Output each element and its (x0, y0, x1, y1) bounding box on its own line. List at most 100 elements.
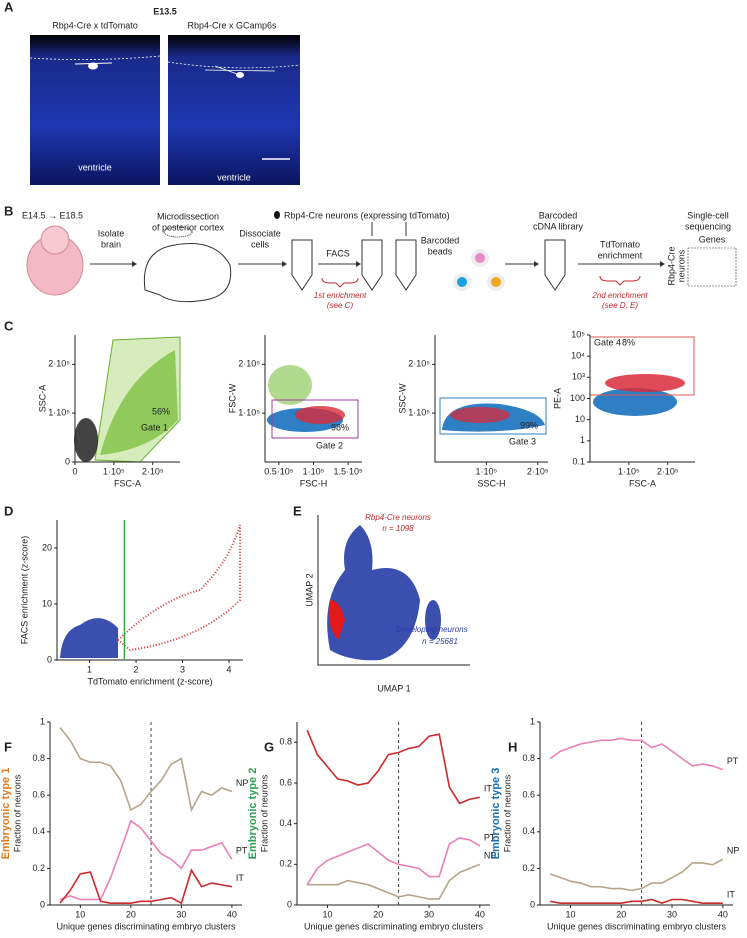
y-tick-label: 0.8 (32, 753, 45, 763)
x-tick-label: 3 (180, 664, 185, 674)
arrow (534, 261, 539, 267)
panel-b: E14.5 → E18.5 Isolate brain Microdissect… (22, 210, 737, 310)
x-axis-label: FSC-A (114, 478, 141, 488)
y-tick-label: 0.2 (279, 859, 292, 869)
tissue-piece (163, 226, 193, 238)
annotation: Developing neurons (396, 625, 467, 634)
y-tick-label: 2·10⁵ (48, 359, 70, 369)
umap-cloud (425, 600, 441, 640)
brain (143, 243, 232, 303)
y-tick-label: 0.8 (522, 753, 535, 763)
y-tick-label: 0.4 (279, 818, 292, 828)
step-label: neurons (676, 249, 686, 282)
y-tick-label: 10 (42, 598, 52, 608)
x-axis-label: TdTomato enrichment (z-score) (87, 676, 212, 686)
note: (see D, E) (602, 301, 638, 310)
x-tick-label: 2·10⁵ (527, 466, 549, 476)
series-line (550, 898, 723, 905)
tube (291, 239, 313, 291)
x-tick-label: 1.5·10⁵ (334, 466, 364, 476)
y-axis-label: SSC-A (37, 385, 47, 413)
x-tick-label: 40 (475, 909, 485, 919)
series-label: PT (727, 756, 739, 766)
panel-label: A (4, 0, 14, 14)
axis (264, 335, 362, 463)
x-tick-label: 1·10⁵ (103, 466, 125, 476)
note: (see C) (327, 301, 354, 310)
annotation: Rbp4-Cre neurons (365, 513, 431, 522)
pia-line (29, 55, 161, 60)
x-axis-label: SSC-H (477, 478, 505, 488)
annotation: 8% (622, 337, 635, 347)
x-tick-label: 2·10⁵ (142, 466, 164, 476)
matrix (687, 247, 737, 287)
y-tick-label: 1 (580, 435, 585, 445)
note: 2nd enrichment (591, 291, 648, 300)
neuron (204, 65, 276, 76)
y-tick-label: 2·10⁵ (238, 359, 260, 369)
bead (475, 253, 485, 263)
region-label: ventricle (78, 162, 112, 172)
series-line (59, 726, 233, 813)
step-label: Dissociate (239, 228, 281, 238)
series-line (59, 868, 233, 905)
panel-label: D (4, 503, 13, 518)
y-tick-label: 0.4 (32, 826, 45, 836)
annotation: Gate 2 (316, 440, 343, 450)
annotation: 99% (520, 420, 538, 430)
y-tick-label: 0 (287, 899, 292, 909)
axis (296, 722, 490, 906)
cloud (100, 350, 178, 455)
y-axis-label: FSC-W (227, 383, 237, 413)
series-line (59, 819, 233, 901)
annotation: 56% (152, 406, 170, 416)
y-axis-label: SSC-W (397, 383, 407, 414)
x-tick-label: 20 (126, 909, 136, 919)
brace (321, 277, 359, 288)
x-tick-label: 30 (667, 909, 677, 919)
axis (539, 722, 733, 906)
arrow (356, 261, 361, 267)
step-label: Barcoded (539, 210, 578, 220)
x-tick-label: 0.5·10⁵ (264, 466, 294, 476)
x-tick-label: 30 (176, 909, 186, 919)
series-line (549, 737, 724, 771)
y-tick-label: 10⁵ (571, 329, 585, 339)
y-tick-label: 0 (47, 654, 52, 664)
x-tick-label: 1·10⁵ (303, 466, 325, 476)
age: E14.5 → E18.5 (22, 210, 83, 220)
side-title: Embryonic type 3 (490, 768, 502, 860)
axis (434, 335, 548, 463)
y-tick-label: 1 (40, 716, 45, 726)
bead (457, 277, 467, 287)
step-label: FACS (326, 248, 350, 258)
micrograph (168, 35, 300, 185)
series-label: NP (236, 778, 249, 788)
x-tick-label: 30 (424, 909, 434, 919)
series-label: IT (236, 873, 245, 883)
panel-labels: A B C D E F G H (4, 0, 517, 754)
step-label: of posterior cortex (152, 222, 225, 232)
series-label: PT (484, 832, 496, 842)
step-label: Genes (699, 234, 726, 244)
step-label: TdTomato (600, 239, 640, 249)
y-axis-label: Fraction of neurons (259, 774, 269, 852)
y-tick-label: 0 (40, 899, 45, 909)
x-axis-label: Unique genes discriminating embryo clust… (547, 921, 727, 931)
y-tick-label: 0.1 (572, 456, 585, 466)
x-tick-label: 20 (616, 909, 626, 919)
umap-cloud (327, 525, 420, 661)
x-axis-label: UMAP 1 (377, 683, 410, 693)
y-tick-label: 0 (65, 456, 70, 466)
step-label: cells (251, 239, 270, 249)
x-axis-label: FSC-H (300, 478, 328, 488)
x-tick-label: 1 (87, 664, 92, 674)
panel-label: B (4, 203, 13, 218)
series-line (549, 858, 724, 892)
y-tick-label: 100 (570, 393, 585, 403)
cloud (593, 388, 677, 416)
tube (544, 239, 566, 291)
y-tick-label: 20 (42, 542, 52, 552)
step-label: Microdissection (157, 211, 219, 221)
series-label: IT (727, 890, 736, 900)
